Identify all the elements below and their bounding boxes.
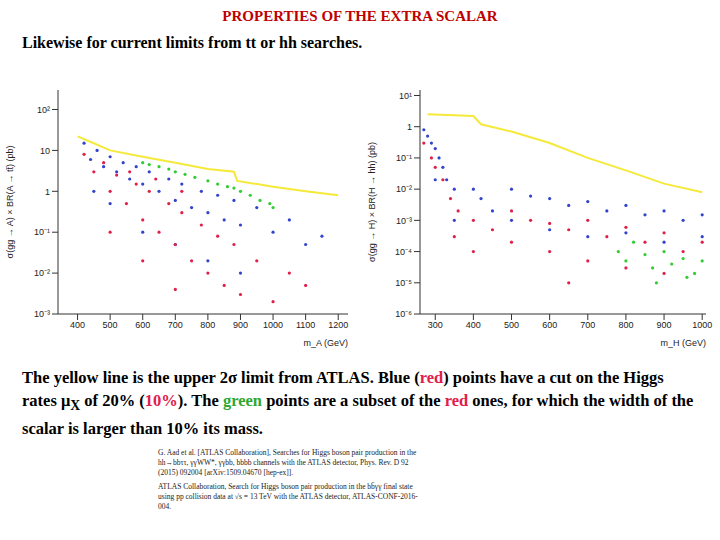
svg-text:10⁻²: 10⁻² <box>34 268 50 278</box>
svg-text:1000: 1000 <box>263 320 283 330</box>
svg-text:m_A (GeV): m_A (GeV) <box>303 338 348 348</box>
svg-text:1200: 1200 <box>328 320 348 330</box>
svg-text:10⁻³: 10⁻³ <box>396 216 412 226</box>
svg-text:σ(gg → H) × BR(H → hh) (pb): σ(gg → H) × BR(H → hh) (pb) <box>367 142 377 262</box>
svg-text:10⁻²: 10⁻² <box>396 184 412 194</box>
svg-text:800: 800 <box>200 320 215 330</box>
svg-text:300: 300 <box>428 320 443 330</box>
svg-text:1: 1 <box>45 187 50 197</box>
svg-text:1100: 1100 <box>296 320 315 330</box>
svg-text:800: 800 <box>618 320 633 330</box>
svg-text:10⁻¹: 10⁻¹ <box>396 153 412 163</box>
html-text:PROPERTIES OF THE EXTRA SCALAR: PROPERTIES OF THE EXTRA SCALAR <box>222 8 498 24</box>
svg-text:10⁻⁵: 10⁻⁵ <box>395 278 412 288</box>
svg-text:500: 500 <box>504 320 519 330</box>
svg-text:10¹: 10¹ <box>399 91 412 101</box>
svg-text:400: 400 <box>70 320 85 330</box>
html-text:Likewise for current limits fr: Likewise for current limits from tt or h… <box>22 34 363 51</box>
svg-text:700: 700 <box>580 320 595 330</box>
svg-text:1: 1 <box>407 122 412 132</box>
svg-text:900: 900 <box>657 320 672 330</box>
svg-text:σ(gg → A) × BR(A → tt̄) (pb): σ(gg → A) × BR(A → tt̄) (pb) <box>8 146 15 259</box>
svg-text:10: 10 <box>40 146 50 156</box>
svg-text:500: 500 <box>103 320 118 330</box>
svg-text:10⁻⁴: 10⁻⁴ <box>395 247 412 257</box>
svg-text:600: 600 <box>135 320 150 330</box>
svg-text:10⁻³: 10⁻³ <box>34 309 50 319</box>
svg-text:900: 900 <box>233 320 248 330</box>
html-text:G. Aad et al. [ATLAS Collabora: G. Aad et al. [ATLAS Collaboration], Sea… <box>158 448 417 477</box>
svg-text:m_H (GeV): m_H (GeV) <box>660 338 706 348</box>
svg-text:10⁻⁶: 10⁻⁶ <box>395 309 412 319</box>
svg-text:10⁻¹: 10⁻¹ <box>34 227 50 237</box>
html-text:The yellow line is the upper 2: The yellow line is the upper 2σ limit fr… <box>22 368 694 439</box>
svg-text:700: 700 <box>168 320 183 330</box>
svg-text:10²: 10² <box>37 105 50 115</box>
svg-text:1000: 1000 <box>692 320 712 330</box>
svg-text:600: 600 <box>542 320 557 330</box>
svg-text:400: 400 <box>466 320 481 330</box>
html-text:ATLAS Collaboration, Search fo: ATLAS Collaboration, Search for Higgs bo… <box>158 482 418 511</box>
